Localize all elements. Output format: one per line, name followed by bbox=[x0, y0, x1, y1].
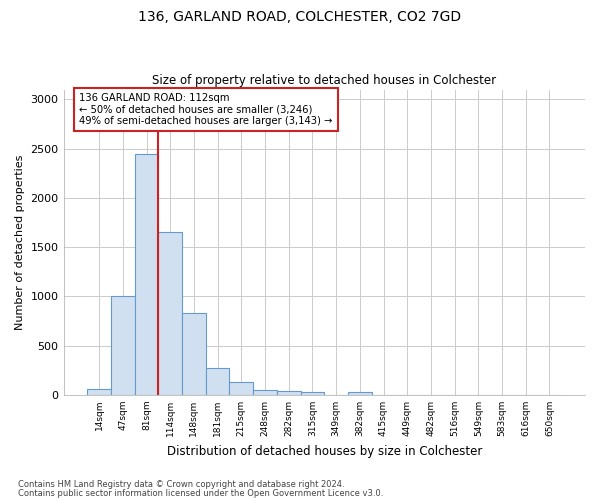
Bar bbox=[206, 368, 229, 395]
Title: Size of property relative to detached houses in Colchester: Size of property relative to detached ho… bbox=[152, 74, 496, 87]
Bar bbox=[158, 232, 182, 395]
Bar bbox=[134, 154, 158, 395]
Text: 136 GARLAND ROAD: 112sqm
← 50% of detached houses are smaller (3,246)
49% of sem: 136 GARLAND ROAD: 112sqm ← 50% of detach… bbox=[79, 92, 332, 126]
X-axis label: Distribution of detached houses by size in Colchester: Distribution of detached houses by size … bbox=[167, 444, 482, 458]
Bar bbox=[229, 382, 253, 395]
Bar bbox=[277, 391, 301, 395]
Text: Contains public sector information licensed under the Open Government Licence v3: Contains public sector information licen… bbox=[18, 488, 383, 498]
Text: 136, GARLAND ROAD, COLCHESTER, CO2 7GD: 136, GARLAND ROAD, COLCHESTER, CO2 7GD bbox=[139, 10, 461, 24]
Bar bbox=[111, 296, 134, 395]
Bar bbox=[182, 313, 206, 395]
Text: Contains HM Land Registry data © Crown copyright and database right 2024.: Contains HM Land Registry data © Crown c… bbox=[18, 480, 344, 489]
Bar bbox=[87, 389, 111, 395]
Y-axis label: Number of detached properties: Number of detached properties bbox=[15, 154, 25, 330]
Bar bbox=[348, 392, 371, 395]
Bar bbox=[253, 390, 277, 395]
Bar bbox=[301, 392, 324, 395]
